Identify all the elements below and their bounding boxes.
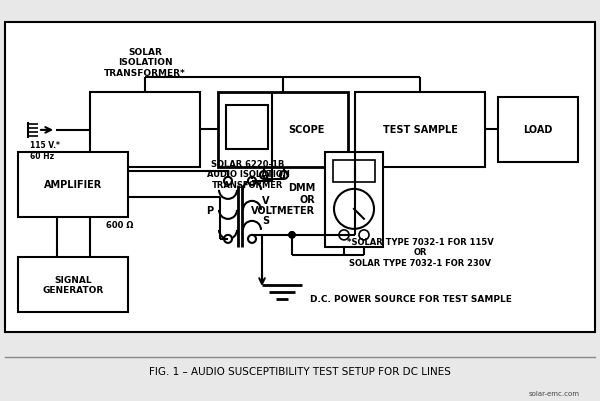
- Bar: [90, 93, 200, 168]
- Circle shape: [260, 172, 268, 179]
- Circle shape: [224, 235, 232, 243]
- Circle shape: [224, 177, 232, 185]
- Bar: [226, 105, 268, 150]
- Text: SOLAR 6220-1B
AUDIO ISOLATION
TRANSFORMER: SOLAR 6220-1B AUDIO ISOLATION TRANSFORME…: [206, 160, 289, 189]
- Bar: [355, 93, 485, 168]
- Text: solar-emc.com: solar-emc.com: [529, 390, 580, 396]
- Text: P: P: [206, 205, 214, 215]
- Text: AMPLIFIER: AMPLIFIER: [44, 180, 102, 190]
- Bar: [498, 97, 578, 162]
- Text: SCOPE: SCOPE: [288, 125, 324, 135]
- Circle shape: [289, 232, 295, 238]
- Text: SOLAR
ISOLATION
TRANSFORMER*: SOLAR ISOLATION TRANSFORMER*: [104, 48, 186, 77]
- Bar: [18, 152, 128, 217]
- Circle shape: [289, 232, 295, 238]
- Circle shape: [280, 172, 288, 179]
- Circle shape: [248, 235, 256, 243]
- Text: 600 Ω: 600 Ω: [106, 221, 133, 230]
- Text: LOAD: LOAD: [523, 125, 553, 135]
- Bar: [325, 152, 383, 247]
- Circle shape: [248, 177, 256, 185]
- Bar: [18, 257, 128, 312]
- Text: FIG. 1 – AUDIO SUSCEPTIBILITY TEST SETUP FOR DC LINES: FIG. 1 – AUDIO SUSCEPTIBILITY TEST SETUP…: [149, 366, 451, 376]
- Text: TEST SAMPLE: TEST SAMPLE: [383, 125, 457, 135]
- Bar: [218, 93, 348, 168]
- Circle shape: [289, 232, 295, 238]
- Text: *SOLAR TYPE 7032-1 FOR 115V
OR
SOLAR TYPE 7032-1 FOR 230V: *SOLAR TYPE 7032-1 FOR 115V OR SOLAR TYP…: [347, 237, 493, 267]
- Text: S: S: [262, 215, 269, 225]
- Bar: [333, 160, 375, 182]
- Text: V: V: [262, 195, 270, 205]
- Text: D.C. POWER SOURCE FOR TEST SAMPLE: D.C. POWER SOURCE FOR TEST SAMPLE: [310, 295, 512, 304]
- Text: DMM
OR
VOLTMETER: DMM OR VOLTMETER: [251, 183, 315, 216]
- Text: 115 V.*
60 Hz: 115 V.* 60 Hz: [30, 141, 60, 160]
- Text: SIGNAL
GENERATOR: SIGNAL GENERATOR: [43, 275, 104, 294]
